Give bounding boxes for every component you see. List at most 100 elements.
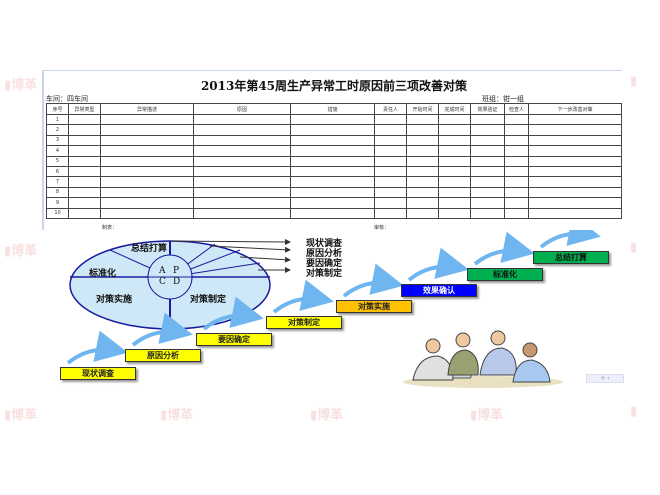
table-cell[interactable] <box>438 124 471 136</box>
table-cell[interactable] <box>504 207 529 219</box>
table-cell[interactable] <box>438 113 471 126</box>
table-cell[interactable] <box>68 145 101 157</box>
table-cell[interactable] <box>528 145 622 157</box>
table-cell[interactable] <box>438 197 471 209</box>
table-cell[interactable] <box>470 186 505 199</box>
table-cell[interactable] <box>68 186 101 199</box>
table-cell[interactable] <box>504 124 529 136</box>
table-cell[interactable] <box>193 145 291 157</box>
table-cell[interactable] <box>290 134 375 147</box>
row-number[interactable]: 8 <box>46 186 69 199</box>
table-cell[interactable] <box>290 207 375 219</box>
table-cell[interactable] <box>290 124 375 136</box>
table-cell[interactable] <box>504 186 529 199</box>
table-cell[interactable] <box>438 186 471 199</box>
table-cell[interactable] <box>100 113 194 126</box>
table-cell[interactable] <box>374 145 407 157</box>
table-cell[interactable] <box>100 134 194 147</box>
table-cell[interactable] <box>528 165 622 178</box>
table-cell[interactable] <box>504 165 529 178</box>
table-cell[interactable] <box>528 176 622 188</box>
table-cell[interactable] <box>438 165 471 178</box>
table-cell[interactable] <box>504 155 529 167</box>
table-cell[interactable] <box>68 197 101 209</box>
table-cell[interactable] <box>470 134 505 147</box>
table-cell[interactable] <box>470 165 505 178</box>
table-cell[interactable] <box>504 134 529 147</box>
table-cell[interactable] <box>100 155 194 167</box>
table-cell[interactable] <box>193 134 291 147</box>
table-cell[interactable] <box>504 145 529 157</box>
table-cell[interactable] <box>290 176 375 188</box>
table-cell[interactable] <box>193 113 291 126</box>
table-cell[interactable] <box>68 207 101 219</box>
table-cell[interactable] <box>193 176 291 188</box>
row-number[interactable]: 3 <box>46 134 69 147</box>
row-number[interactable]: 9 <box>46 197 69 209</box>
table-cell[interactable] <box>438 134 471 147</box>
table-cell[interactable] <box>290 155 375 167</box>
table-cell[interactable] <box>470 197 505 209</box>
table-cell[interactable] <box>406 186 439 199</box>
table-cell[interactable] <box>406 207 439 219</box>
table-cell[interactable] <box>470 124 505 136</box>
table-cell[interactable] <box>193 165 291 178</box>
slide-nav-widget[interactable]: + ‹ <box>586 374 624 383</box>
table-cell[interactable] <box>406 134 439 147</box>
table-cell[interactable] <box>193 197 291 209</box>
table-cell[interactable] <box>528 207 622 219</box>
row-number[interactable]: 1 <box>46 113 69 126</box>
table-cell[interactable] <box>193 186 291 199</box>
table-cell[interactable] <box>528 155 622 167</box>
row-number[interactable]: 5 <box>46 155 69 167</box>
table-cell[interactable] <box>290 165 375 178</box>
table-cell[interactable] <box>290 113 375 126</box>
table-cell[interactable] <box>406 165 439 178</box>
table-cell[interactable] <box>406 197 439 209</box>
table-cell[interactable] <box>193 207 291 219</box>
table-cell[interactable] <box>470 145 505 157</box>
table-cell[interactable] <box>68 155 101 167</box>
table-cell[interactable] <box>374 207 407 219</box>
table-cell[interactable] <box>406 176 439 188</box>
table-cell[interactable] <box>68 176 101 188</box>
table-cell[interactable] <box>290 186 375 199</box>
table-cell[interactable] <box>504 113 529 126</box>
table-cell[interactable] <box>374 197 407 209</box>
table-cell[interactable] <box>100 197 194 209</box>
table-cell[interactable] <box>438 145 471 157</box>
table-cell[interactable] <box>406 113 439 126</box>
table-cell[interactable] <box>374 124 407 136</box>
table-cell[interactable] <box>374 165 407 178</box>
table-cell[interactable] <box>100 176 194 188</box>
table-cell[interactable] <box>470 113 505 126</box>
row-number[interactable]: 7 <box>46 176 69 188</box>
table-cell[interactable] <box>504 197 529 209</box>
table-cell[interactable] <box>374 186 407 199</box>
table-cell[interactable] <box>470 207 505 219</box>
table-cell[interactable] <box>100 124 194 136</box>
table-cell[interactable] <box>68 113 101 126</box>
table-cell[interactable] <box>406 155 439 167</box>
table-cell[interactable] <box>438 207 471 219</box>
row-number[interactable]: 4 <box>46 145 69 157</box>
table-cell[interactable] <box>528 134 622 147</box>
table-cell[interactable] <box>528 197 622 209</box>
table-cell[interactable] <box>68 134 101 147</box>
table-cell[interactable] <box>470 176 505 188</box>
row-number[interactable]: 10 <box>46 207 69 219</box>
table-cell[interactable] <box>100 165 194 178</box>
table-cell[interactable] <box>290 145 375 157</box>
table-cell[interactable] <box>406 124 439 136</box>
table-cell[interactable] <box>68 124 101 136</box>
row-number[interactable]: 2 <box>46 124 69 136</box>
table-cell[interactable] <box>528 124 622 136</box>
table-cell[interactable] <box>193 155 291 167</box>
table-cell[interactable] <box>374 176 407 188</box>
table-cell[interactable] <box>100 207 194 219</box>
table-cell[interactable] <box>470 155 505 167</box>
table-cell[interactable] <box>528 186 622 199</box>
table-cell[interactable] <box>374 134 407 147</box>
table-cell[interactable] <box>374 113 407 126</box>
row-number[interactable]: 6 <box>46 165 69 178</box>
